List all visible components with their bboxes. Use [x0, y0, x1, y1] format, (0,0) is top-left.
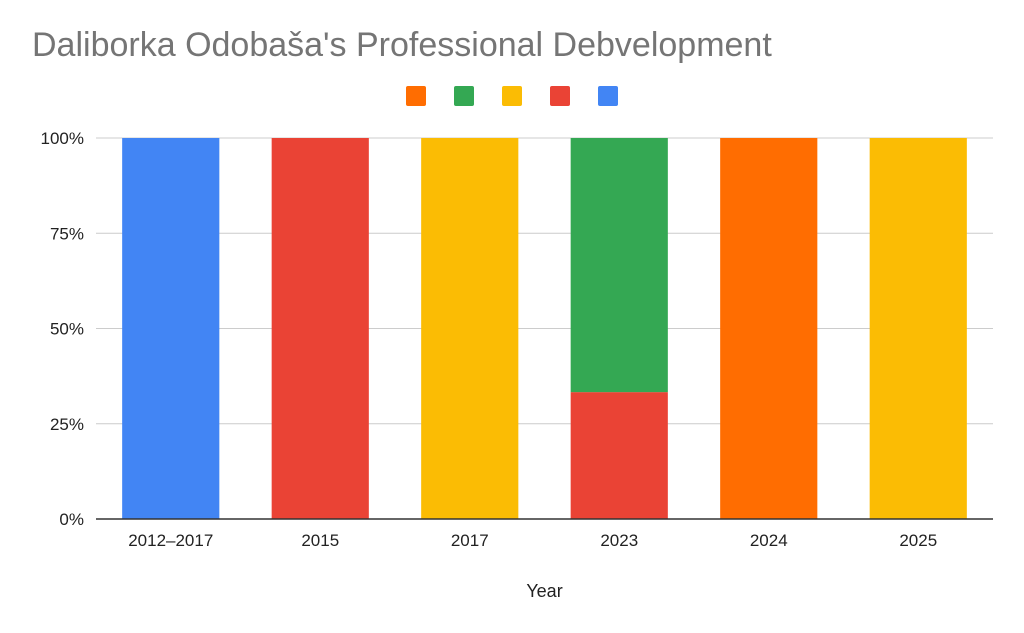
bars [122, 138, 967, 519]
bar-segment [421, 138, 519, 519]
legend [406, 86, 618, 106]
legend-swatch [406, 86, 426, 106]
bar-segment [122, 138, 220, 519]
x-tick-label: 2024 [750, 531, 788, 550]
legend-swatch [454, 86, 474, 106]
x-tick-label: 2017 [451, 531, 489, 550]
y-tick-label: 25% [50, 415, 84, 434]
y-tick-label: 0% [59, 510, 84, 529]
bar-segment [570, 138, 668, 393]
y-axis-tick-labels: 0% 25% 50% 75% 100% [41, 129, 84, 529]
legend-swatch [598, 86, 618, 106]
bar-segment [570, 392, 668, 519]
bar-segment [720, 138, 818, 519]
gridlines [96, 137, 993, 425]
x-axis-tick-labels: 2012–2017 2015 2017 2023 2024 2025 [128, 531, 937, 550]
bar-segment [271, 138, 369, 519]
bar-segment [869, 138, 967, 519]
legend-swatch [502, 86, 522, 106]
y-tick-label: 50% [50, 320, 84, 339]
y-tick-label: 75% [50, 224, 84, 243]
x-tick-label: 2023 [600, 531, 638, 550]
y-tick-label: 100% [41, 129, 84, 148]
x-tick-label: 2012–2017 [128, 531, 213, 550]
legend-swatch [550, 86, 570, 106]
x-tick-label: 2015 [301, 531, 339, 550]
x-tick-label: 2025 [899, 531, 937, 550]
chart-title: Daliborka Odobaša's Professional Debvelo… [32, 26, 772, 64]
x-axis-title: Year [526, 581, 562, 601]
